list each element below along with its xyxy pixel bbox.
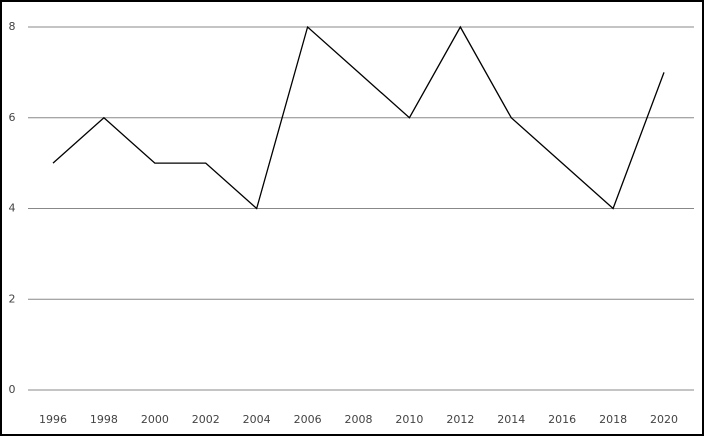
data-line — [52, 25, 665, 210]
x-tick-label: 2000 — [141, 413, 169, 426]
x-tick-label: 2012 — [446, 413, 474, 426]
y-tick-label: 4 — [9, 202, 16, 215]
x-tick-label: 2010 — [395, 413, 423, 426]
y-tick-label: 6 — [9, 111, 16, 124]
y-tick-label: 0 — [9, 383, 16, 396]
x-tick-label: 2016 — [548, 413, 576, 426]
x-tick-label: 2004 — [243, 413, 271, 426]
x-tick-label: 2018 — [599, 413, 627, 426]
x-tick-label: 2020 — [650, 413, 678, 426]
y-tick-label: 8 — [9, 20, 16, 33]
x-tick-label: 2008 — [345, 413, 373, 426]
x-tick-label: 2002 — [192, 413, 220, 426]
y-tick-label: 2 — [9, 292, 16, 305]
x-tick-label: 1996 — [39, 413, 67, 426]
x-tick-label: 2006 — [294, 413, 322, 426]
x-tick-label: 1998 — [90, 413, 118, 426]
x-tick-label: 2014 — [497, 413, 525, 426]
